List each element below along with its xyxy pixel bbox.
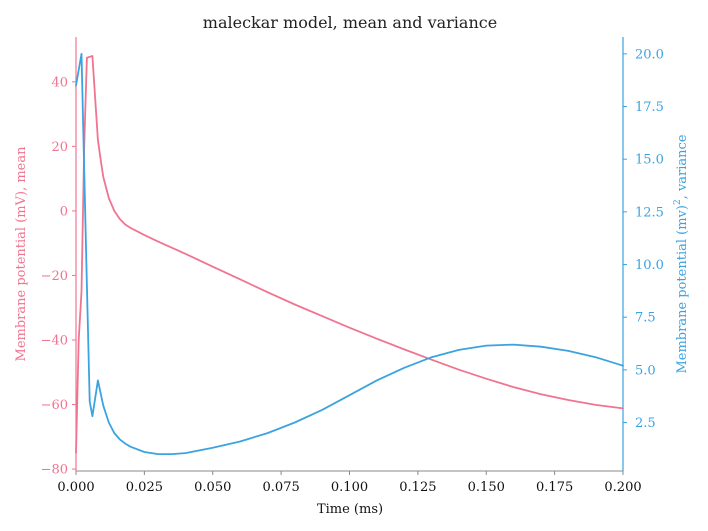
y-right-tick-label: 5.0 xyxy=(635,363,656,378)
y-right-label-superscript: 2 xyxy=(673,199,683,205)
axes xyxy=(75,37,624,472)
mean-series-line xyxy=(75,55,624,454)
x-tick-label: 0.150 xyxy=(468,480,505,495)
y-right-axis-ticks: 2.5 5.0 7.5 10.0 12.5 15.0 17.5 20.0 xyxy=(623,47,664,431)
y-right-label-base: Membrane potential (mv) xyxy=(675,205,690,374)
y-left-tick-label: −80 xyxy=(41,463,68,478)
y-right-tick-label: 2.5 xyxy=(635,416,656,431)
y-right-label-suffix: , variance xyxy=(675,134,690,199)
x-tick-label: 0.200 xyxy=(604,480,641,495)
y-right-axis-label: Membrane potential (mv)2, variance xyxy=(673,134,690,373)
x-tick-label: 0.025 xyxy=(126,480,163,495)
variance-series-line xyxy=(75,53,624,456)
y-left-tick-label: −60 xyxy=(41,398,68,413)
x-tick-label: 0.175 xyxy=(536,480,573,495)
y-left-axis-label: Membrane potential (mV), mean xyxy=(14,146,29,362)
y-left-tick-label: 40 xyxy=(51,75,68,90)
y-right-tick-label: 17.5 xyxy=(635,100,664,115)
y-left-tick-label: 0 xyxy=(60,204,68,219)
y-left-axis-ticks: −80 −60 −40 −20 0 20 40 xyxy=(41,75,76,478)
y-left-tick-label: −40 xyxy=(41,333,68,348)
y-right-tick-label: 15.0 xyxy=(635,153,664,168)
series-lines xyxy=(75,53,624,456)
y-right-tick-label: 20.0 xyxy=(635,47,664,62)
y-left-tick-label: −20 xyxy=(41,269,68,284)
chart-title: maleckar model, mean and variance xyxy=(203,13,497,32)
x-tick-label: 0.100 xyxy=(331,480,368,495)
x-axis-label: Time (ms) xyxy=(317,502,383,517)
y-right-tick-label: 10.0 xyxy=(635,258,664,273)
y-right-tick-label: 12.5 xyxy=(635,205,664,220)
x-tick-label: 0.125 xyxy=(399,480,436,495)
x-tick-label: 0.075 xyxy=(263,480,300,495)
x-axis-ticks: 0.000 0.025 0.050 0.075 0.100 0.125 0.150 0.175… xyxy=(57,471,642,495)
x-tick-label: 0.050 xyxy=(194,480,231,495)
y-left-tick-label: 20 xyxy=(51,140,68,155)
y-right-tick-label: 7.5 xyxy=(635,311,656,326)
x-tick-label: 0.000 xyxy=(57,480,94,495)
